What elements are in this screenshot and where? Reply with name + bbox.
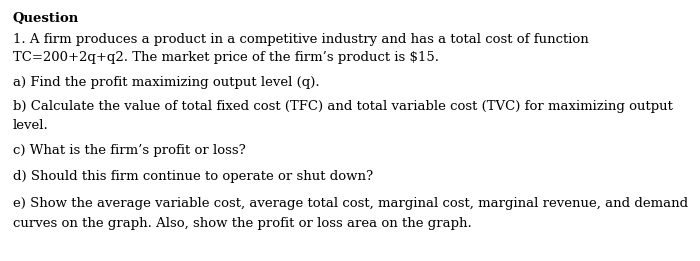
Text: b) Calculate the value of total fixed cost (TFC) and total variable cost (TVC) f: b) Calculate the value of total fixed co… — [13, 100, 673, 114]
Text: e) Show the average variable cost, average total cost, marginal cost, marginal r: e) Show the average variable cost, avera… — [13, 197, 687, 210]
Text: TC=200+2q+q2. The market price of the firm’s product is $15.: TC=200+2q+q2. The market price of the fi… — [13, 51, 439, 64]
Text: curves on the graph. Also, show the profit or loss area on the graph.: curves on the graph. Also, show the prof… — [13, 217, 471, 230]
Text: Question: Question — [13, 12, 79, 25]
Text: 1. A firm produces a product in a competitive industry and has a total cost of f: 1. A firm produces a product in a compet… — [13, 33, 588, 46]
Text: a) Find the profit maximizing output level (q).: a) Find the profit maximizing output lev… — [13, 76, 319, 89]
Text: d) Should this firm continue to operate or shut down?: d) Should this firm continue to operate … — [13, 170, 372, 183]
Text: c) What is the firm’s profit or loss?: c) What is the firm’s profit or loss? — [13, 144, 245, 157]
Text: level.: level. — [13, 119, 48, 132]
